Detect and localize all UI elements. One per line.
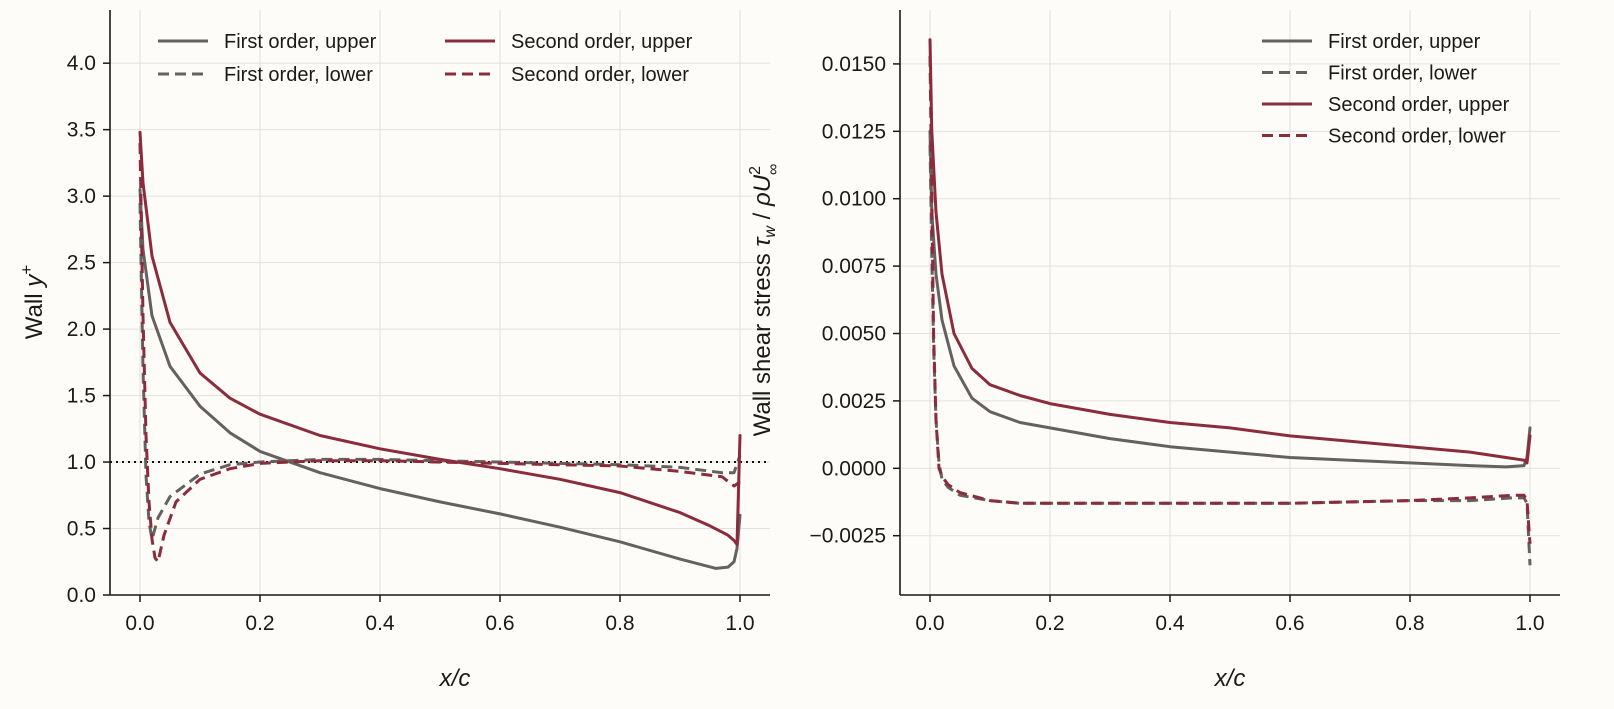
right-x-tick-label: 0.8 bbox=[1395, 612, 1424, 635]
left-legend-label: Second order, upper bbox=[511, 31, 693, 53]
right-y-tick-label: −0.0025 bbox=[810, 525, 887, 548]
left-y-tick-label: 1.0 bbox=[67, 451, 96, 474]
right-x-tick-label: 1.0 bbox=[1515, 612, 1544, 635]
left-x-tick-label: 0.8 bbox=[605, 612, 634, 635]
left-chart-panel: 0.0 0.2 0.4 0.6 0.8 1.0 0.0 0.5 1.0 1.5 2.0 2.5 3.0 3… bbox=[17, 10, 770, 692]
right-y-tick-label: 0.0125 bbox=[822, 120, 886, 143]
left-legend-label: First order, lower bbox=[224, 64, 373, 86]
right-plot-area bbox=[928, 38, 1532, 566]
left-y-axis-label: Wall y+ bbox=[17, 265, 48, 339]
left-y-tick-label: 2.0 bbox=[67, 318, 96, 341]
right-y-tick-label: 0.0050 bbox=[822, 323, 886, 346]
right-series-second-order-upper bbox=[928, 38, 1532, 465]
left-x-tick-label: 0.0 bbox=[125, 612, 154, 635]
left-legend-label: First order, upper bbox=[224, 31, 377, 53]
left-y-tick-label: 2.5 bbox=[67, 252, 96, 275]
left-plot-area bbox=[110, 130, 770, 570]
right-legend: First order, upper First order, lower Seco… bbox=[1262, 31, 1510, 148]
right-x-tick-label: 0.6 bbox=[1275, 612, 1304, 635]
left-series-first-order-upper bbox=[138, 188, 742, 570]
right-series-first-order-lower bbox=[928, 144, 1532, 566]
left-x-axis-label: x/c bbox=[439, 665, 471, 692]
left-series-second-order-lower bbox=[138, 142, 741, 564]
left-y-tick-label: 0.5 bbox=[67, 518, 96, 541]
right-y-tick-label: 0.0150 bbox=[822, 53, 886, 76]
right-chart-panel: 0.0 0.2 0.4 0.6 0.8 1.0 −0.0025 0.0000 0.0025 0.0… bbox=[747, 10, 1560, 692]
right-axes bbox=[899, 10, 1560, 596]
left-x-tick-label: 0.4 bbox=[365, 612, 395, 635]
left-y-tick-label: 3.0 bbox=[67, 185, 96, 208]
right-series-first-order-upper bbox=[928, 129, 1532, 469]
right-x-axis-label: x/c bbox=[1214, 665, 1246, 692]
left-series-first-order-lower bbox=[138, 202, 742, 541]
right-y-tick-label: 0.0000 bbox=[822, 457, 886, 480]
right-legend-label: First order, upper bbox=[1328, 31, 1481, 53]
right-x-tick-label: 0.4 bbox=[1155, 612, 1185, 635]
right-x-tick-label: 0.2 bbox=[1035, 612, 1064, 635]
left-y-tick-label: 1.5 bbox=[67, 385, 96, 408]
right-legend-label: Second order, lower bbox=[1328, 126, 1506, 148]
left-legend-label: Second order, lower bbox=[511, 64, 689, 86]
right-y-tick-label: 0.0025 bbox=[822, 390, 886, 413]
right-ticks: 0.0 0.2 0.4 0.6 0.8 1.0 −0.0025 0.0000 0.0025 0.0… bbox=[810, 53, 1545, 635]
left-x-tick-label: 1.0 bbox=[725, 612, 754, 635]
left-x-tick-label: 0.6 bbox=[485, 612, 514, 635]
right-y-tick-label: 0.0100 bbox=[822, 188, 886, 211]
right-y-tick-label: 0.0075 bbox=[822, 255, 886, 278]
left-y-tick-label: 0.0 bbox=[67, 584, 96, 607]
left-y-tick-label: 4.0 bbox=[67, 52, 96, 75]
left-ticks: 0.0 0.2 0.4 0.6 0.8 1.0 0.0 0.5 1.0 1.5 2.0 2.5 3.0 3… bbox=[67, 52, 755, 635]
left-y-tick-label: 3.5 bbox=[67, 119, 96, 142]
right-legend-label: First order, lower bbox=[1328, 63, 1477, 85]
left-series-second-order-upper bbox=[138, 130, 742, 546]
left-x-tick-label: 0.2 bbox=[245, 612, 274, 635]
right-legend-label: Second order, upper bbox=[1328, 94, 1510, 116]
left-axes bbox=[109, 10, 770, 596]
right-x-tick-label: 0.0 bbox=[915, 612, 944, 635]
left-legend: First order, upper First order, lower Seco… bbox=[158, 31, 693, 86]
right-series-second-order-lower bbox=[928, 55, 1532, 544]
